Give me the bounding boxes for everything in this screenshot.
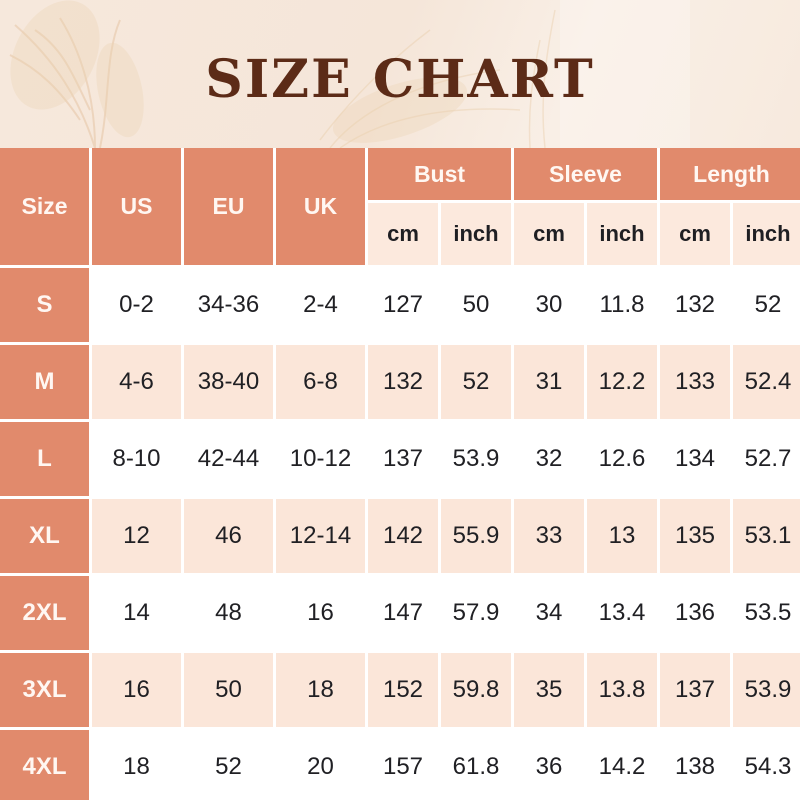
cell-sleeve_cm: 34 bbox=[511, 573, 587, 653]
size-label: M bbox=[0, 342, 92, 422]
cell-sleeve_inch: 12.6 bbox=[584, 419, 660, 499]
cell-sleeve_cm: 36 bbox=[511, 727, 587, 800]
header-length: Length bbox=[657, 148, 800, 203]
cell-bust_inch: 53.9 bbox=[438, 419, 514, 499]
cell-sleeve_inch: 11.8 bbox=[584, 265, 660, 345]
cell-length_cm: 134 bbox=[657, 419, 733, 499]
cell-eu: 48 bbox=[181, 573, 276, 653]
cell-us: 14 bbox=[89, 573, 184, 653]
cell-bust_inch: 52 bbox=[438, 342, 514, 422]
cell-uk: 6-8 bbox=[273, 342, 368, 422]
table-row: L 8-10 42-44 10-12 137 53.9 32 12.6 134 52.7 bbox=[0, 419, 800, 499]
cell-bust_cm: 147 bbox=[365, 573, 441, 653]
cell-uk: 16 bbox=[273, 573, 368, 653]
cell-bust_cm: 157 bbox=[365, 727, 441, 800]
cell-length_cm: 132 bbox=[657, 265, 733, 345]
header-sleeve: Sleeve bbox=[511, 148, 660, 203]
table-row: 3XL 16 50 18 152 59.8 35 13.8 137 53.9 bbox=[0, 650, 800, 730]
cell-us: 4-6 bbox=[89, 342, 184, 422]
cell-bust_cm: 137 bbox=[365, 419, 441, 499]
cell-bust_inch: 61.8 bbox=[438, 727, 514, 800]
cell-eu: 52 bbox=[181, 727, 276, 800]
page-title: SIZE CHART bbox=[205, 48, 595, 110]
header-bust: Bust bbox=[365, 148, 514, 203]
cell-length_cm: 138 bbox=[657, 727, 733, 800]
cell-uk: 18 bbox=[273, 650, 368, 730]
table-row: 4XL 18 52 20 157 61.8 36 14.2 138 54.3 bbox=[0, 727, 800, 800]
cell-length_cm: 136 bbox=[657, 573, 733, 653]
table-row: S 0-2 34-36 2-4 127 50 30 11.8 132 52 bbox=[0, 265, 800, 345]
cell-length_inch: 52.7 bbox=[730, 419, 800, 499]
size-label: 4XL bbox=[0, 727, 92, 800]
table-row: M 4-6 38-40 6-8 132 52 31 12.2 133 52.4 bbox=[0, 342, 800, 422]
cell-length_inch: 52 bbox=[730, 265, 800, 345]
cell-bust_cm: 152 bbox=[365, 650, 441, 730]
size-table: Size US EU UK Bust Sleeve Length cm inch… bbox=[0, 148, 800, 800]
cell-length_cm: 135 bbox=[657, 496, 733, 576]
header-size: Size bbox=[0, 148, 92, 268]
cell-bust_cm: 127 bbox=[365, 265, 441, 345]
cell-uk: 2-4 bbox=[273, 265, 368, 345]
cell-sleeve_inch: 13.8 bbox=[584, 650, 660, 730]
table-header: Size US EU UK Bust Sleeve Length cm inch… bbox=[0, 148, 800, 268]
header-bust-inch: inch bbox=[438, 200, 514, 268]
size-label: 2XL bbox=[0, 573, 92, 653]
header-bust-cm: cm bbox=[365, 200, 441, 268]
cell-us: 8-10 bbox=[89, 419, 184, 499]
cell-bust_inch: 50 bbox=[438, 265, 514, 345]
header-length-inch: inch bbox=[730, 200, 800, 268]
cell-bust_inch: 55.9 bbox=[438, 496, 514, 576]
cell-uk: 10-12 bbox=[273, 419, 368, 499]
cell-us: 0-2 bbox=[89, 265, 184, 345]
cell-sleeve_inch: 12.2 bbox=[584, 342, 660, 422]
cell-sleeve_cm: 31 bbox=[511, 342, 587, 422]
cell-length_cm: 137 bbox=[657, 650, 733, 730]
cell-sleeve_cm: 35 bbox=[511, 650, 587, 730]
cell-sleeve_inch: 13 bbox=[584, 496, 660, 576]
size-label: S bbox=[0, 265, 92, 345]
cell-sleeve_cm: 32 bbox=[511, 419, 587, 499]
cell-eu: 38-40 bbox=[181, 342, 276, 422]
cell-uk: 20 bbox=[273, 727, 368, 800]
cell-length_inch: 53.1 bbox=[730, 496, 800, 576]
cell-length_inch: 53.5 bbox=[730, 573, 800, 653]
header-uk: UK bbox=[273, 148, 368, 268]
cell-eu: 50 bbox=[181, 650, 276, 730]
cell-length_inch: 53.9 bbox=[730, 650, 800, 730]
cell-sleeve_cm: 30 bbox=[511, 265, 587, 345]
cell-us: 12 bbox=[89, 496, 184, 576]
table-row: 2XL 14 48 16 147 57.9 34 13.4 136 53.5 bbox=[0, 573, 800, 653]
size-label: XL bbox=[0, 496, 92, 576]
cell-bust_inch: 59.8 bbox=[438, 650, 514, 730]
table-body: S 0-2 34-36 2-4 127 50 30 11.8 132 52 M 4-6 38-40 6-8… bbox=[0, 265, 800, 800]
size-table-container: Size US EU UK Bust Sleeve Length cm inch… bbox=[0, 148, 800, 800]
header-sleeve-cm: cm bbox=[511, 200, 587, 268]
cell-length_inch: 52.4 bbox=[730, 342, 800, 422]
header-row-units: cm inch cm inch cm inch bbox=[0, 200, 800, 268]
title-section: SIZE CHART bbox=[0, 0, 800, 148]
cell-eu: 46 bbox=[181, 496, 276, 576]
header-eu: EU bbox=[181, 148, 276, 268]
cell-eu: 34-36 bbox=[181, 265, 276, 345]
size-label: 3XL bbox=[0, 650, 92, 730]
cell-bust_cm: 132 bbox=[365, 342, 441, 422]
header-sleeve-inch: inch bbox=[584, 200, 660, 268]
size-label: L bbox=[0, 419, 92, 499]
cell-eu: 42-44 bbox=[181, 419, 276, 499]
cell-length_inch: 54.3 bbox=[730, 727, 800, 800]
header-length-cm: cm bbox=[657, 200, 733, 268]
cell-sleeve_inch: 14.2 bbox=[584, 727, 660, 800]
cell-sleeve_cm: 33 bbox=[511, 496, 587, 576]
cell-length_cm: 133 bbox=[657, 342, 733, 422]
cell-bust_cm: 142 bbox=[365, 496, 441, 576]
table-row: XL 12 46 12-14 142 55.9 33 13 135 53.1 bbox=[0, 496, 800, 576]
cell-sleeve_inch: 13.4 bbox=[584, 573, 660, 653]
cell-uk: 12-14 bbox=[273, 496, 368, 576]
cell-us: 18 bbox=[89, 727, 184, 800]
header-us: US bbox=[89, 148, 184, 268]
cell-bust_inch: 57.9 bbox=[438, 573, 514, 653]
header-row-groups: Size US EU UK Bust Sleeve Length bbox=[0, 148, 800, 268]
cell-us: 16 bbox=[89, 650, 184, 730]
